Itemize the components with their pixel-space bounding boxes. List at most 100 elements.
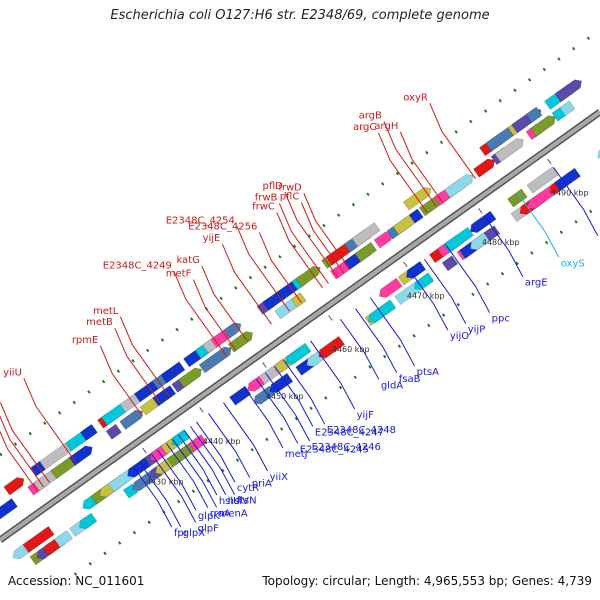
gene-feature[interactable] <box>54 530 73 548</box>
gene-feature[interactable] <box>251 385 276 407</box>
gene-label-upper[interactable]: pflC <box>280 191 300 202</box>
gene-label-lower[interactable]: metJ <box>285 449 308 460</box>
gene-features[interactable] <box>0 77 600 566</box>
lower-leader-line <box>157 449 197 511</box>
gene-label-lower[interactable]: E2348C_4247 <box>315 428 384 439</box>
gene-label-lower[interactable]: priA <box>252 479 272 490</box>
gene-feature[interactable] <box>494 136 526 163</box>
gene-feature[interactable] <box>198 344 234 374</box>
gene-feature[interactable] <box>365 299 397 326</box>
gene-label-lower[interactable]: E2348C_4246 <box>312 442 381 453</box>
gene-label-upper[interactable]: metL <box>93 306 119 317</box>
gene-feature[interactable] <box>160 361 186 384</box>
gene-label-upper[interactable]: frwB <box>255 192 278 203</box>
gene-feature[interactable] <box>529 113 558 138</box>
gene-feature[interactable] <box>80 423 98 441</box>
gene-feature[interactable] <box>554 77 585 103</box>
gene-feature[interactable] <box>408 208 424 224</box>
gene-feature[interactable] <box>227 329 255 353</box>
gene-label-lower[interactable]: argE <box>525 278 548 289</box>
gene-label-lower[interactable]: gldA <box>381 380 403 391</box>
gene-label-lower[interactable]: yiiX <box>270 472 288 483</box>
gene-feature[interactable] <box>595 139 600 162</box>
svg-text:4430 kbp: 4430 kbp <box>146 478 184 487</box>
lower-gene-labels[interactable]: fprglpXglpFglpKrraAmenAhslUhslVftsNcytRp… <box>174 237 600 539</box>
gene-label-upper[interactable]: E2348C_4256 <box>188 221 257 232</box>
gene-label-upper[interactable]: pflD <box>263 181 284 192</box>
lower-leader-line <box>151 453 197 523</box>
gene-label-upper[interactable]: E2348C_4254 <box>166 215 235 226</box>
gene-feature[interactable] <box>507 188 528 208</box>
lower-leader-line <box>370 297 416 367</box>
gene-feature[interactable] <box>525 106 543 123</box>
svg-text:4490 kbp: 4490 kbp <box>551 189 589 198</box>
gene-label-lower[interactable]: glpK <box>198 511 220 522</box>
gene-label-upper[interactable]: oxyR <box>403 92 428 103</box>
gene-label-lower[interactable]: E2348C_4245 <box>300 444 369 455</box>
gene-label-upper[interactable]: frwD <box>278 182 302 193</box>
tick-label: 4480 kbp <box>478 208 520 247</box>
gene-label-lower[interactable]: cytR <box>237 483 259 494</box>
upper-gene-labels[interactable]: yiiRyiiSuspDyiiUrpmEmetBmetLE2348C_4249m… <box>0 92 428 420</box>
gene-label-upper[interactable]: frwC <box>252 202 275 213</box>
gene-feature[interactable] <box>377 277 403 300</box>
lower-leader-lines <box>133 167 599 528</box>
accession-text: Accession: NC_011601 <box>8 574 145 588</box>
gene-label-lower[interactable]: hslU <box>219 496 241 507</box>
gene-feature[interactable] <box>119 407 146 430</box>
gene-label-lower[interactable]: fpr <box>174 528 189 539</box>
gene-label-upper[interactable]: E2348C_4249 <box>103 260 172 271</box>
gene-label-lower[interactable]: rraA <box>210 509 231 520</box>
gene-label-upper[interactable]: metB <box>86 317 113 328</box>
gene-feature[interactable] <box>444 171 476 199</box>
gene-label-lower[interactable]: ftsN <box>237 496 257 507</box>
gene-label-lower[interactable]: glpX <box>183 528 205 539</box>
gene-label-lower[interactable]: yijO <box>450 331 469 342</box>
gene-feature[interactable] <box>283 342 312 367</box>
upper-leader-line <box>399 131 443 203</box>
gene-label-lower[interactable]: yijP <box>468 325 486 336</box>
tick-label: 4440 kbp <box>199 407 241 446</box>
gene-feature[interactable] <box>245 375 266 395</box>
gene-feature[interactable] <box>177 365 204 389</box>
gene-feature[interactable] <box>0 498 18 522</box>
gene-feature[interactable] <box>441 255 459 272</box>
gene-feature[interactable] <box>554 167 581 191</box>
gene-feature[interactable] <box>483 225 501 242</box>
tick-label: 4430 kbp <box>142 447 184 487</box>
gene-label-upper[interactable]: metF <box>166 269 192 280</box>
gene-feature[interactable] <box>559 100 576 117</box>
gene-feature[interactable] <box>411 272 435 293</box>
gene-label-upper[interactable]: yiiU <box>3 367 22 378</box>
gene-label-upper[interactable]: argC <box>353 122 376 133</box>
gene-label-lower[interactable]: ptsA <box>417 367 439 378</box>
gene-feature[interactable] <box>267 372 294 395</box>
gene-label-lower[interactable]: hslV <box>228 496 249 507</box>
gene-label-upper[interactable]: katG <box>176 255 199 266</box>
gene-label-lower[interactable]: oxyS <box>561 258 585 269</box>
gene-feature[interactable] <box>467 210 497 235</box>
gene-label-upper[interactable]: argB <box>359 110 382 121</box>
upper-leader-line <box>284 191 338 278</box>
gene-feature[interactable] <box>290 292 307 308</box>
gene-label-lower[interactable]: E2348C_4248 <box>327 425 396 436</box>
gene-label-lower[interactable]: glpF <box>198 523 219 534</box>
gene-feature[interactable] <box>403 261 427 281</box>
gene-feature[interactable] <box>22 525 55 554</box>
gene-feature[interactable] <box>351 222 381 248</box>
lower-leader-line <box>178 434 218 496</box>
gene-feature[interactable] <box>354 241 378 263</box>
gene-feature[interactable] <box>105 423 122 440</box>
gene-label-upper[interactable]: rpmE <box>72 335 99 346</box>
gene-feature[interactable] <box>473 156 497 178</box>
gene-label-lower[interactable]: yijF <box>357 410 374 421</box>
gene-feature[interactable] <box>188 434 208 452</box>
gene-feature[interactable] <box>3 475 27 496</box>
gene-label-upper[interactable]: yijE <box>203 233 221 244</box>
gene-label-lower[interactable]: fsaB <box>399 374 421 385</box>
gene-label-lower[interactable]: ppc <box>492 314 510 325</box>
gene-feature[interactable] <box>76 512 98 532</box>
gene-label-lower[interactable]: menA <box>219 508 248 519</box>
gene-label-upper[interactable]: argH <box>374 121 398 132</box>
